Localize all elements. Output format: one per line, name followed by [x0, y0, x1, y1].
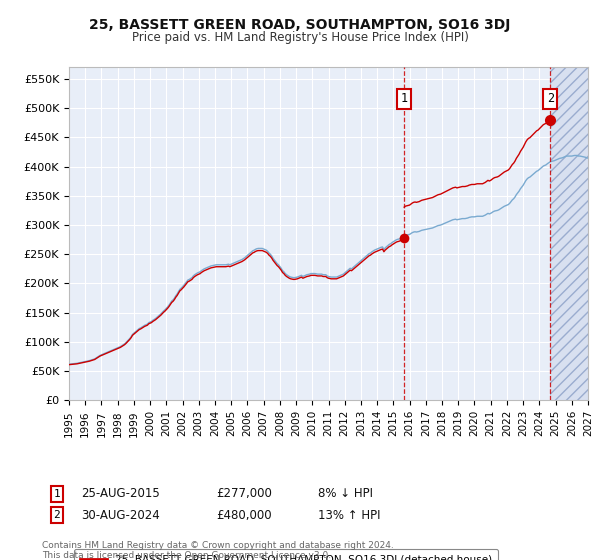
Text: 1: 1 — [400, 92, 407, 105]
Text: 30-AUG-2024: 30-AUG-2024 — [81, 508, 160, 522]
Text: 2: 2 — [53, 510, 61, 520]
Text: 2: 2 — [547, 92, 554, 105]
Text: 25-AUG-2015: 25-AUG-2015 — [81, 487, 160, 501]
Bar — [550, 67, 588, 400]
Legend: 25, BASSETT GREEN ROAD, SOUTHAMPTON, SO16 3DJ (detached house), HPI: Average pri: 25, BASSETT GREEN ROAD, SOUTHAMPTON, SO1… — [74, 549, 498, 560]
Text: 13% ↑ HPI: 13% ↑ HPI — [318, 508, 380, 522]
Text: £277,000: £277,000 — [216, 487, 272, 501]
Text: £480,000: £480,000 — [216, 508, 272, 522]
Text: 1: 1 — [53, 489, 61, 499]
Text: 25, BASSETT GREEN ROAD, SOUTHAMPTON, SO16 3DJ: 25, BASSETT GREEN ROAD, SOUTHAMPTON, SO1… — [89, 18, 511, 32]
Text: 8% ↓ HPI: 8% ↓ HPI — [318, 487, 373, 501]
Text: Contains HM Land Registry data © Crown copyright and database right 2024.
This d: Contains HM Land Registry data © Crown c… — [42, 541, 394, 560]
Text: Price paid vs. HM Land Registry's House Price Index (HPI): Price paid vs. HM Land Registry's House … — [131, 31, 469, 44]
